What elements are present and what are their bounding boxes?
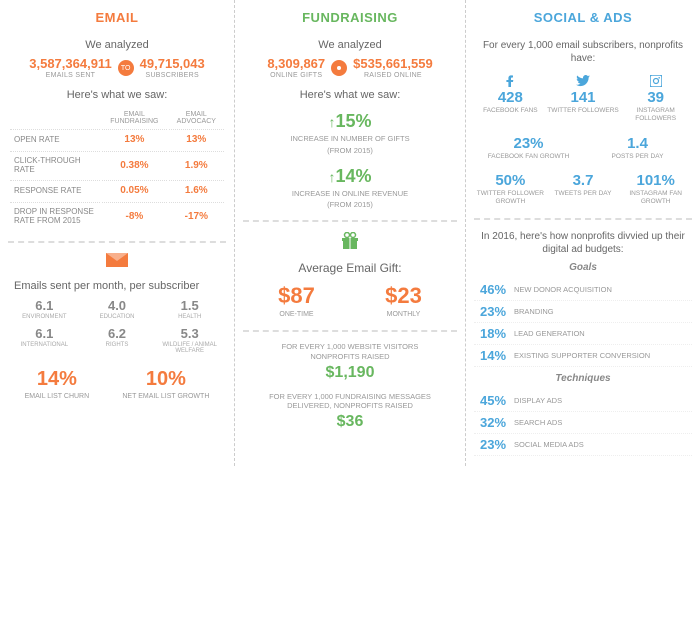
increase-revenue: ↑14% INCREASE IN ONLINE REVENUE (FROM 20… bbox=[243, 166, 457, 211]
social-title: SOCIAL & ADS bbox=[474, 10, 692, 25]
subscribers-label: SUBSCRIBERS bbox=[140, 72, 205, 79]
ad-row: 45%DISPLAY ADS bbox=[474, 390, 692, 412]
emails-sent-value: 3,587,364,911 bbox=[29, 57, 111, 70]
fb-growth-stat: 23% FACEBOOK FAN GROWTH bbox=[474, 135, 583, 161]
emails-sent-label: EMAILS SENT bbox=[29, 72, 111, 79]
per-sub-item: 6.1ENVIRONMENT bbox=[8, 298, 81, 320]
increase-gifts: ↑15% INCREASE IN NUMBER OF GIFTS (FROM 2… bbox=[243, 111, 457, 156]
divider bbox=[243, 220, 457, 222]
tweets-per-day-stat: 3.7 TWEETS PER DAY bbox=[547, 172, 620, 206]
ad-intro: In 2016, here's how nonprofits divvied u… bbox=[474, 230, 692, 256]
monthly-gift: $23 MONTHLY bbox=[385, 283, 422, 318]
facebook-stat: 428 FACEBOOK FANS bbox=[474, 75, 547, 123]
rate-row: DROP IN RESPONSE RATE FROM 2015-8%-17% bbox=[10, 202, 224, 229]
infographic: EMAIL We analyzed 3,587,364,911 EMAILS S… bbox=[0, 0, 700, 466]
social-row-3: 50% TWITTER FOLLOWER GROWTH 3.7 TWEETS P… bbox=[474, 172, 692, 206]
subscribers-value: 49,715,043 bbox=[140, 57, 205, 70]
envelope-icon bbox=[106, 253, 128, 267]
per-sub-row-2: 6.1INTERNATIONAL 6.2RIGHTS 5.3WILDLIFE /… bbox=[8, 326, 226, 354]
social-intro: For every 1,000 email subscribers, nonpr… bbox=[474, 39, 692, 65]
gift-icon-wrap bbox=[243, 232, 457, 255]
rate-row: RESPONSE RATE0.05%1.6% bbox=[10, 180, 224, 200]
envelope-icon-wrap bbox=[8, 253, 226, 272]
per-sub-item: 5.3WILDLIFE / ANIMAL WELFARE bbox=[153, 326, 226, 354]
instagram-icon bbox=[619, 75, 692, 89]
ad-row: 18%LEAD GENERATION bbox=[474, 323, 692, 345]
tech-subtitle: Techniques bbox=[474, 373, 692, 384]
gift-row: $87 ONE-TIME $23 MONTHLY bbox=[243, 283, 457, 318]
twitter-stat: 141 TWITTER FOLLOWERS bbox=[547, 75, 620, 123]
gift-icon bbox=[340, 232, 360, 250]
email-title: EMAIL bbox=[8, 10, 226, 25]
social-row-1: 428 FACEBOOK FANS 141 TWITTER FOLLOWERS … bbox=[474, 75, 692, 123]
growth-stat: 10% NET EMAIL LIST GROWTH bbox=[122, 368, 209, 400]
per-sub-item: 6.1INTERNATIONAL bbox=[8, 326, 81, 354]
per-sub-item: 6.2RIGHTS bbox=[81, 326, 154, 354]
social-row-2: 23% FACEBOOK FAN GROWTH 1.4 POSTS PER DA… bbox=[474, 135, 692, 161]
techniques-list: 45%DISPLAY ADS 32%SEARCH ADS 23%SOCIAL M… bbox=[474, 390, 692, 456]
per-sub-row-1: 6.1ENVIRONMENT 4.0EDUCATION 1.5HEALTH bbox=[8, 298, 226, 320]
per-sub-item: 1.5HEALTH bbox=[153, 298, 226, 320]
tw-growth-stat: 50% TWITTER FOLLOWER GROWTH bbox=[474, 172, 547, 206]
divider bbox=[474, 218, 692, 220]
twitter-icon bbox=[547, 75, 620, 89]
email-column: EMAIL We analyzed 3,587,364,911 EMAILS S… bbox=[0, 0, 234, 466]
raise-messages: FOR EVERY 1,000 FUNDRAISING MESSAGES DEL… bbox=[243, 392, 457, 432]
avg-gift-title: Average Email Gift: bbox=[243, 261, 457, 275]
email-analyzed-intro: We analyzed bbox=[8, 39, 226, 51]
fundraising-saw-title: Here's what we saw: bbox=[243, 89, 457, 101]
divider bbox=[8, 241, 226, 243]
rate-h0 bbox=[10, 109, 100, 127]
email-bottom-stats: 14% EMAIL LIST CHURN 10% NET EMAIL LIST … bbox=[8, 368, 226, 400]
email-saw-title: Here's what we saw: bbox=[8, 89, 226, 101]
gifts-stat: 8,309,867 ONLINE GIFTS bbox=[267, 57, 325, 79]
facebook-icon bbox=[474, 75, 547, 89]
goals-list: 46%NEW DONOR ACQUISITION 23%BRANDING 18%… bbox=[474, 279, 692, 367]
instagram-stat: 39 INSTAGRAM FOLLOWERS bbox=[619, 75, 692, 123]
rate-row: CLICK-THROUGH RATE0.38%1.9% bbox=[10, 151, 224, 178]
posts-per-day-stat: 1.4 POSTS PER DAY bbox=[583, 135, 692, 161]
rate-h1: EMAIL FUNDRAISING bbox=[102, 109, 166, 127]
rate-row: OPEN RATE13%13% bbox=[10, 129, 224, 149]
raised-stat: $535,661,559 RAISED ONLINE bbox=[353, 57, 433, 79]
ad-row: 46%NEW DONOR ACQUISITION bbox=[474, 279, 692, 301]
ad-row: 32%SEARCH ADS bbox=[474, 412, 692, 434]
divider bbox=[243, 330, 457, 332]
per-sub-item: 4.0EDUCATION bbox=[81, 298, 154, 320]
rate-h2: EMAIL ADVOCACY bbox=[169, 109, 224, 127]
fundraising-column: FUNDRAISING We analyzed 8,309,867 ONLINE… bbox=[234, 0, 466, 466]
churn-stat: 14% EMAIL LIST CHURN bbox=[25, 368, 90, 400]
email-analyzed-row: 3,587,364,911 EMAILS SENT TO 49,715,043 … bbox=[8, 57, 226, 79]
raise-visitors: FOR EVERY 1,000 WEBSITE VISITORS NONPROF… bbox=[243, 342, 457, 382]
ad-row: 23%BRANDING bbox=[474, 301, 692, 323]
onetime-gift: $87 ONE-TIME bbox=[278, 283, 315, 318]
ad-row: 23%SOCIAL MEDIA ADS bbox=[474, 434, 692, 456]
to-badge-icon: TO bbox=[118, 60, 134, 76]
fundraising-title: FUNDRAISING bbox=[243, 10, 457, 25]
rate-header-row: EMAIL FUNDRAISING EMAIL ADVOCACY bbox=[10, 109, 224, 127]
goals-subtitle: Goals bbox=[474, 262, 692, 273]
fundraising-analyzed-row: 8,309,867 ONLINE GIFTS $535,661,559 RAIS… bbox=[243, 57, 457, 79]
emails-sent-stat: 3,587,364,911 EMAILS SENT bbox=[29, 57, 111, 79]
ad-row: 14%EXISTING SUPPORTER CONVERSION bbox=[474, 345, 692, 367]
per-sub-title: Emails sent per month, per subscriber bbox=[8, 280, 226, 292]
fundraising-analyzed-intro: We analyzed bbox=[243, 39, 457, 51]
email-rate-table: EMAIL FUNDRAISING EMAIL ADVOCACY OPEN RA… bbox=[8, 107, 226, 231]
dot-badge-icon bbox=[331, 60, 347, 76]
ig-growth-stat: 101% INSTAGRAM FAN GROWTH bbox=[619, 172, 692, 206]
social-column: SOCIAL & ADS For every 1,000 email subsc… bbox=[466, 0, 700, 466]
subscribers-stat: 49,715,043 SUBSCRIBERS bbox=[140, 57, 205, 79]
